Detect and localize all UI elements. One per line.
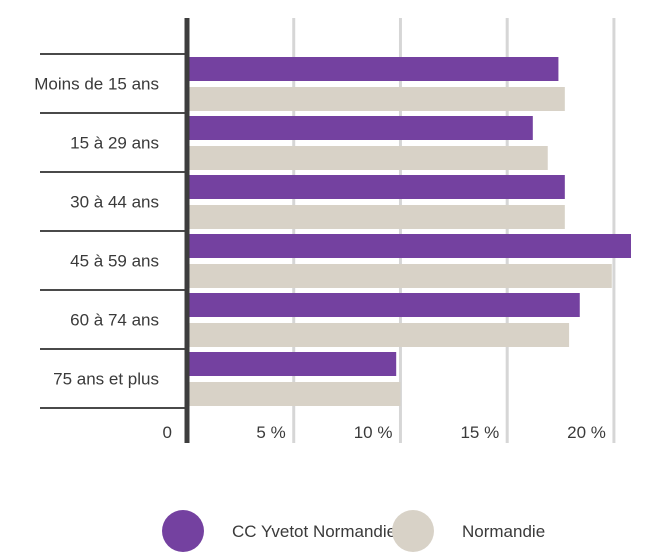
bar-cc-yvetot — [187, 57, 559, 81]
bar-normandie — [187, 146, 548, 170]
bar-cc-yvetot — [187, 234, 631, 258]
category-label: Moins de 15 ans — [34, 75, 159, 94]
bar-cc-yvetot — [187, 352, 397, 376]
legend-swatch — [392, 510, 434, 552]
legend: CC Yvetot Normandie Normandie — [162, 510, 545, 552]
legend-label: Normandie — [462, 522, 545, 541]
bar-normandie — [187, 205, 565, 229]
category-label: 60 à 74 ans — [70, 311, 159, 330]
x-tick-label: 5 % — [256, 423, 285, 442]
category-label: 75 ans et plus — [53, 370, 159, 389]
gridlines — [292, 18, 616, 443]
legend-label: CC Yvetot Normandie — [232, 522, 396, 541]
x-tick-label: 0 — [163, 423, 172, 442]
category-separators — [40, 53, 187, 409]
bar-normandie — [187, 264, 612, 288]
bars — [187, 57, 631, 406]
bar-normandie — [187, 87, 565, 111]
category-label: 45 à 59 ans — [70, 252, 159, 271]
bar-normandie — [187, 382, 401, 406]
x-tick-label: 20 % — [567, 423, 606, 442]
category-label: 15 à 29 ans — [70, 134, 159, 153]
x-tick-label: 15 % — [460, 423, 499, 442]
category-label: 30 à 44 ans — [70, 193, 159, 212]
legend-swatch — [162, 510, 204, 552]
bar-normandie — [187, 323, 570, 347]
category-labels: Moins de 15 ans 15 à 29 ans 30 à 44 ans 45 … — [34, 75, 159, 389]
bar-cc-yvetot — [187, 293, 580, 317]
bar-cc-yvetot — [187, 116, 533, 140]
x-tick-labels: 0 5 % 10 % 15 % 20 % — [163, 423, 606, 442]
x-tick-label: 10 % — [354, 423, 393, 442]
bar-cc-yvetot — [187, 175, 565, 199]
